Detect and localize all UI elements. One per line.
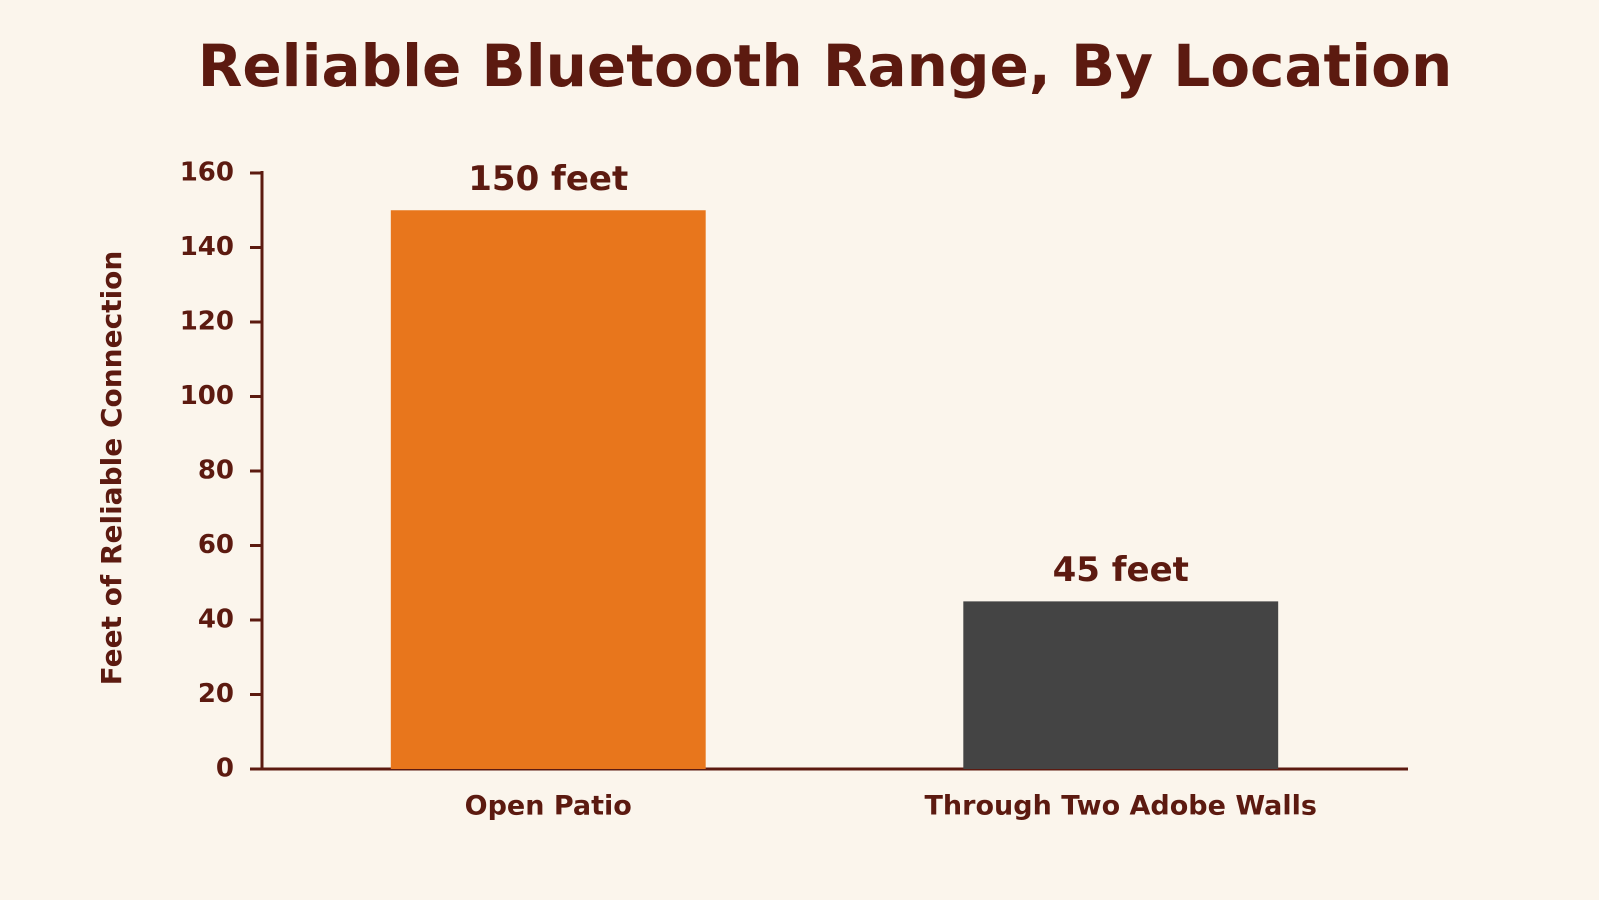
value-label: 150 feet [468,159,628,199]
x-tick-label: Open Patio [465,791,632,822]
bar [963,601,1279,769]
x-tick-label: Through Two Adobe Walls [925,791,1317,822]
y-tick-label: 160 [180,158,234,188]
y-tick-label: 40 [198,605,234,635]
y-tick-label: 80 [198,456,234,486]
bar [390,210,706,769]
y-tick-label: 0 [216,754,234,784]
value-label: 45 feet [1053,550,1189,590]
y-tick-label: 100 [180,381,234,411]
y-tick-label: 140 [180,232,234,262]
y-tick-label: 60 [198,530,234,560]
chart-title: Reliable Bluetooth Range, By Location [198,32,1453,100]
y-tick-label: 120 [180,307,234,337]
y-tick-label: 20 [198,679,234,709]
y-axis-label: Feet of Reliable Connection [95,251,128,686]
